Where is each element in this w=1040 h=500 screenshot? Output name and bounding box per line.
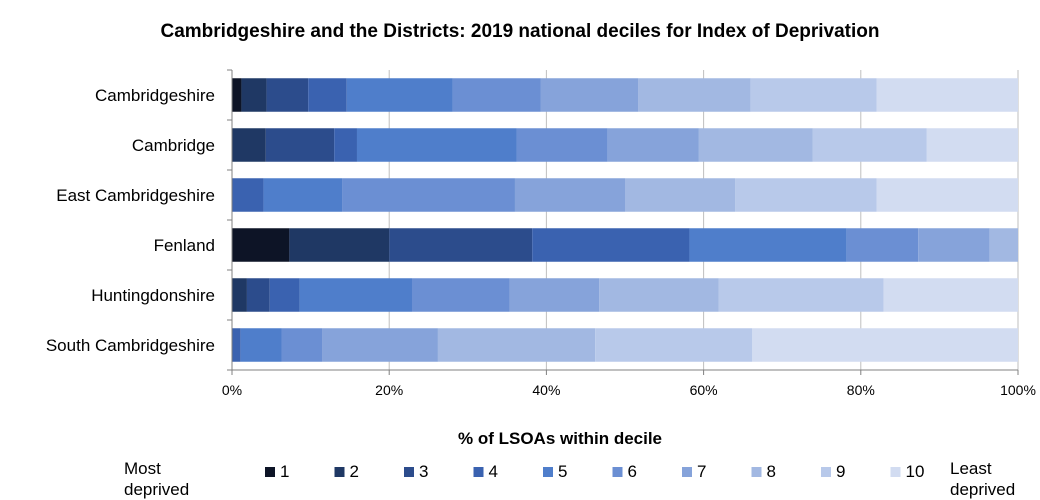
legend-label-decile-9: 9 [836,462,845,481]
chart-title: Cambridgeshire and the Districts: 2019 n… [160,21,879,42]
bar-segment-decile-2 [232,278,247,312]
legend-most-deprived-line2: deprived [124,480,189,499]
bar-segment-decile-6 [281,328,323,362]
x-tick-label: 100% [1000,382,1036,398]
bar-segment-decile-8 [437,328,596,362]
legend-label-decile-1: 1 [280,462,289,481]
bar-segment-decile-4 [232,328,241,362]
category-labels: Cambridgeshire Cambridge East Cambridgeshi… [46,86,215,355]
bar-segment-decile-2 [289,228,390,262]
bar-segment-decile-8 [599,278,719,312]
bar-segment-decile-6 [516,128,608,162]
bar-segment-decile-7 [514,178,625,212]
legend-label-decile-8: 8 [767,462,776,481]
legend-swatch-decile-5 [543,467,553,477]
bar-segment-decile-5 [299,278,412,312]
x-tick-label: 0% [222,382,242,398]
legend-swatch-decile-10 [890,467,901,477]
bar-segment-decile-4 [308,78,347,112]
bar-segment-decile-2 [232,128,266,162]
bar-segment-decile-7 [918,228,990,262]
bar-segment-decile-3 [246,278,270,312]
x-tick-labels: 0% 20% 40% 60% 80% 100% [222,382,1036,398]
category-label: Cambridge [132,136,215,155]
legend-least-deprived-line1: Least [950,459,992,478]
legend-swatch-decile-2 [334,467,345,477]
bar-segment-decile-1 [232,78,242,112]
bar-segment-decile-6 [411,278,510,312]
legend-label-decile-7: 7 [697,462,706,481]
bar-segment-decile-9 [750,78,877,112]
legend-swatch-decile-1 [265,467,275,477]
bar-segment-decile-6 [846,228,919,262]
bar-segment-decile-2 [241,78,267,112]
bar-segment-decile-5 [356,128,517,162]
bar-segment-decile-5 [263,178,343,212]
bar-segment-decile-5 [346,78,453,112]
bar-segment-decile-6 [342,178,515,212]
bar-segment-decile-4 [232,178,264,212]
bar-segment-decile-8 [698,128,813,162]
bar-segment-decile-5 [240,328,282,362]
legend-label-decile-10: 10 [906,462,925,481]
bar-segment-decile-3 [266,78,309,112]
category-label: East Cambridgeshire [56,186,215,205]
axes [227,69,1019,375]
bar-segment-decile-8 [638,78,751,112]
x-tick-label: 40% [532,382,560,398]
legend-label-decile-5: 5 [558,462,567,481]
legend-label-decile-4: 4 [489,462,498,481]
bar-segment-decile-9 [812,128,927,162]
legend-swatch-decile-4 [473,467,484,477]
bar-segment-decile-9 [718,278,884,312]
bar-segment-decile-6 [452,78,541,112]
bar-segment-decile-1 [232,228,290,262]
gridlines [388,70,1019,370]
legend-swatch-decile-3 [404,467,414,477]
legend-label-decile-6: 6 [628,462,637,481]
x-tick-label: 60% [690,382,718,398]
legend-least-deprived-line2: deprived [950,480,1015,499]
category-label: Cambridgeshire [95,86,215,105]
bar-segment-decile-10 [883,278,1018,312]
bar-segment-decile-10 [752,328,1018,362]
x-axis-label: % of LSOAs within decile [458,429,662,448]
legend-most-deprived-line1: Most [124,459,161,478]
bar-segment-decile-10 [876,178,1018,212]
bar-segment-decile-4 [269,278,300,312]
category-label: Huntingdonshire [91,286,215,305]
legend-swatch-decile-8 [751,467,762,477]
bar-segment-decile-3 [265,128,335,162]
legend-swatch-decile-6 [612,467,623,477]
bar-segment-decile-9 [735,178,877,212]
bar-segment-decile-7 [607,128,699,162]
bars [232,78,1018,362]
bar-segment-decile-10 [926,128,1018,162]
x-tick-label: 20% [375,382,403,398]
legend: Most deprived Least deprived 1 2 3 4 5 6 7 8 9 10 [124,459,1015,499]
legend-swatch-decile-9 [821,467,831,477]
bar-segment-decile-10 [876,78,1018,112]
bar-segment-decile-7 [509,278,600,312]
bar-segment-decile-3 [389,228,533,262]
bar-segment-decile-7 [322,328,438,362]
category-label: South Cambridgeshire [46,336,215,355]
legend-label-decile-2: 2 [350,462,359,481]
bar-segment-decile-7 [540,78,639,112]
x-tick-label: 80% [847,382,875,398]
legend-swatch-decile-7 [682,467,692,477]
bar-segment-decile-5 [689,228,847,262]
bar-segment-decile-4 [532,228,690,262]
legend-label-decile-3: 3 [419,462,428,481]
bar-segment-decile-4 [334,128,357,162]
bar-segment-decile-8 [989,228,1018,262]
bar-segment-decile-8 [625,178,736,212]
category-label: Fenland [154,236,215,255]
bar-segment-decile-9 [595,328,753,362]
